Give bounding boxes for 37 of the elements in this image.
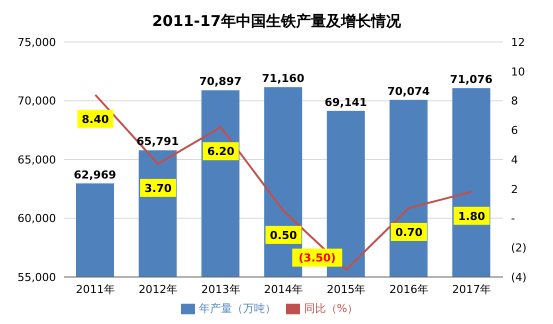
- y2-tick-label: 10: [511, 65, 525, 78]
- y-tick-label: 65,000: [18, 153, 56, 166]
- x-tick-label: 2012年: [138, 282, 178, 296]
- x-tick-label: 2017年: [452, 282, 492, 296]
- y2-tick-label: -: [511, 212, 515, 226]
- y-tick-label: 75,000: [18, 36, 56, 49]
- y2-tick-label: 12: [511, 36, 525, 49]
- y2-tick-label: 2: [511, 182, 518, 196]
- y-tick-label: 60,000: [18, 212, 56, 226]
- x-tick-label: 2014年: [264, 282, 303, 296]
- data-label: 0.50: [270, 228, 298, 242]
- data-label: 8.40: [82, 112, 110, 126]
- x-tick-label: 2016年: [389, 282, 428, 296]
- data-label: 70,074: [387, 84, 430, 98]
- y2-tick-label: (4): [511, 270, 527, 284]
- data-label: 3.70: [144, 182, 172, 195]
- legend-label: 年产量（万吨）: [198, 302, 276, 315]
- legend-label: 同比（%）: [304, 302, 358, 315]
- y2-tick-label: 6: [511, 124, 518, 138]
- data-label: 0.70: [395, 226, 423, 239]
- y-tick-label: 70,000: [18, 94, 56, 108]
- data-label: 70,897: [199, 75, 242, 88]
- y2-tick-label: (2): [511, 242, 527, 255]
- data-label: 71,076: [450, 73, 493, 86]
- data-label: 69,141: [324, 96, 368, 109]
- data-label: (3.50): [298, 252, 336, 265]
- y2-tick-label: 8: [511, 94, 518, 108]
- data-label: 1.80: [458, 210, 486, 223]
- y2-tick-label: 4: [511, 153, 518, 166]
- data-label: 62,969: [74, 168, 116, 182]
- x-tick-label: 2013年: [201, 282, 240, 296]
- data-label: 6.20: [207, 145, 235, 158]
- chart-title: 2011-17年中国生铁产量及增长情况: [151, 11, 402, 32]
- data-label: 71,160: [262, 72, 305, 86]
- x-tick-label: 2015年: [326, 282, 366, 296]
- y-tick-label: 55,000: [18, 270, 56, 284]
- x-tick-label: 2011年: [76, 282, 115, 296]
